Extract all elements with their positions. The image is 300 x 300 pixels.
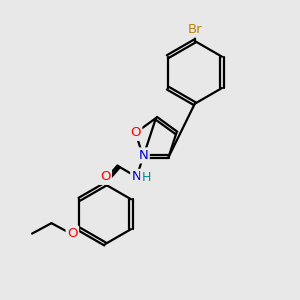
Text: O: O xyxy=(130,126,141,140)
Text: O: O xyxy=(100,170,110,183)
Text: H: H xyxy=(141,171,151,184)
Text: O: O xyxy=(67,227,78,240)
Text: N: N xyxy=(139,149,148,162)
Text: Br: Br xyxy=(188,23,202,36)
Text: N: N xyxy=(132,170,141,183)
